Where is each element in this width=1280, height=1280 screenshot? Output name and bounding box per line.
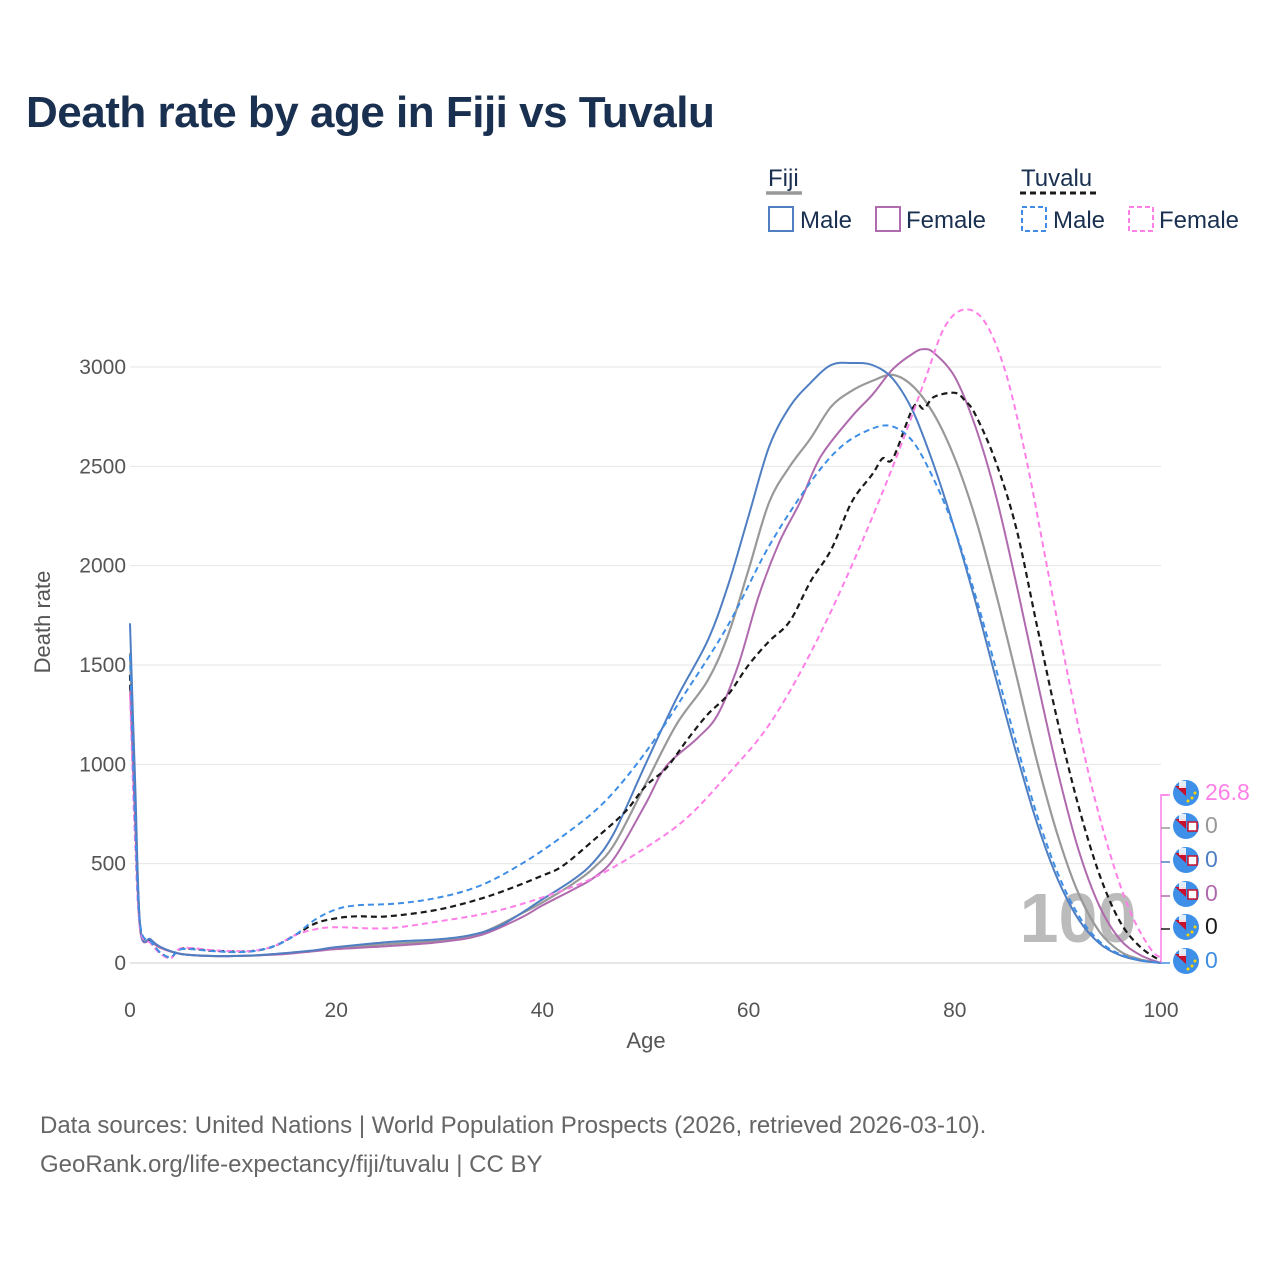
legend-tuvalu-male[interactable]: Male [1053,207,1105,234]
end-labels: 26.8 0 0 0 0 0 [1160,779,1250,974]
x-tick-label: 100 [1143,999,1178,1022]
x-tick-label: 0 [124,999,136,1022]
flag-shield-icon [1187,855,1198,866]
legend-tuvalu-female[interactable]: Female [1159,207,1239,234]
source-line-2: GeoRank.org/life-expectancy/fiji/tuvalu … [40,1151,543,1178]
y-tick-label: 0 [114,952,126,975]
end-label-1: 0 [1161,812,1218,839]
source-line-1: Data sources: United Nations | World Pop… [40,1112,987,1139]
y-tick-label: 1000 [79,753,126,776]
end-label-4: 0 [1161,913,1218,940]
end-label-value: 0 [1205,913,1218,939]
end-label-value: 26.8 [1205,779,1250,805]
x-axis-ticks: 0 20 40 60 80 100 [124,999,1178,1022]
series-line-tuvalu-total [128,391,1162,962]
flag-star-icon [1190,930,1194,934]
y-axis-ticks: 0 500 1000 1500 2000 2500 3000 [79,356,126,975]
flag-shield-icon [1187,889,1198,900]
flag-star-icon [1190,964,1194,968]
flag-star-icon [1186,967,1190,971]
y-tick-label: 500 [91,853,126,876]
flag-canton-icon [1175,920,1186,930]
series-line-fiji-total [128,373,1162,965]
y-tick-label: 2000 [79,555,126,578]
flag-star-icon [1186,799,1190,803]
y-tick-label: 1500 [79,654,126,677]
flag-star-icon [1193,791,1197,795]
end-label-value: 0 [1205,880,1218,906]
legend-group-tuvalu[interactable]: Tuvalu [1021,165,1092,192]
gridlines [130,366,1161,964]
flag-star-icon [1193,925,1197,929]
flag-canton-icon [1175,819,1186,829]
flag-star-icon [1190,796,1194,800]
flag-shield-icon [1187,821,1198,832]
chart-title: Death rate by age in Fiji vs Tuvalu [26,88,715,137]
end-label-connector [1160,794,1168,963]
series-line-fiji-male [129,361,1162,964]
legend-group-fiji[interactable]: Fiji [768,165,799,192]
series-line-tuvalu-male [129,424,1162,964]
y-axis-label: Death rate [30,571,55,674]
source-note: Data sources: United Nations | World Pop… [40,1106,986,1184]
end-label-0: 26.8 [1161,779,1250,806]
legend-fiji-male-swatch[interactable] [768,206,794,232]
y-tick-label: 3000 [79,356,126,379]
legend-tuvalu-male-swatch[interactable] [1021,206,1047,232]
flag-jack-icon [1179,781,1186,788]
x-tick-label: 20 [325,999,348,1022]
flag-star-icon [1193,959,1197,963]
flag-jack-icon [1179,949,1186,956]
x-axis-label: Age [626,1028,665,1053]
x-tick-label: 80 [943,999,966,1022]
flag-jack-icon [1179,848,1186,855]
legend-fiji-female[interactable]: Female [906,207,986,234]
flag-jack-icon [1179,882,1186,889]
flag-canton-icon [1175,954,1186,964]
legend-tuvalu-female-swatch[interactable] [1128,206,1154,232]
flag-canton-icon [1175,786,1186,796]
end-label-value: 0 [1205,947,1218,973]
flag-jack-icon [1179,814,1186,821]
series-line-fiji-female [129,348,1162,964]
end-label-5: 0 [1161,947,1218,974]
legend[interactable]: Fiji Male Female Tuvalu Male Female [766,165,1239,234]
y-tick-label: 2500 [79,455,126,478]
legend-fiji-female-swatch[interactable] [875,206,901,232]
flag-canton-icon [1175,887,1186,897]
x-tick-label: 40 [531,999,554,1022]
flag-star-icon [1186,933,1190,937]
end-label-3: 0 [1161,880,1218,907]
legend-fiji-male[interactable]: Male [800,207,852,234]
end-label-value: 0 [1205,812,1218,838]
end-label-value: 0 [1205,846,1218,872]
x-tick-label: 60 [737,999,760,1022]
flag-jack-icon [1179,915,1186,922]
end-label-2: 0 [1161,846,1218,873]
flag-canton-icon [1175,853,1186,863]
series-lines [128,308,1162,965]
